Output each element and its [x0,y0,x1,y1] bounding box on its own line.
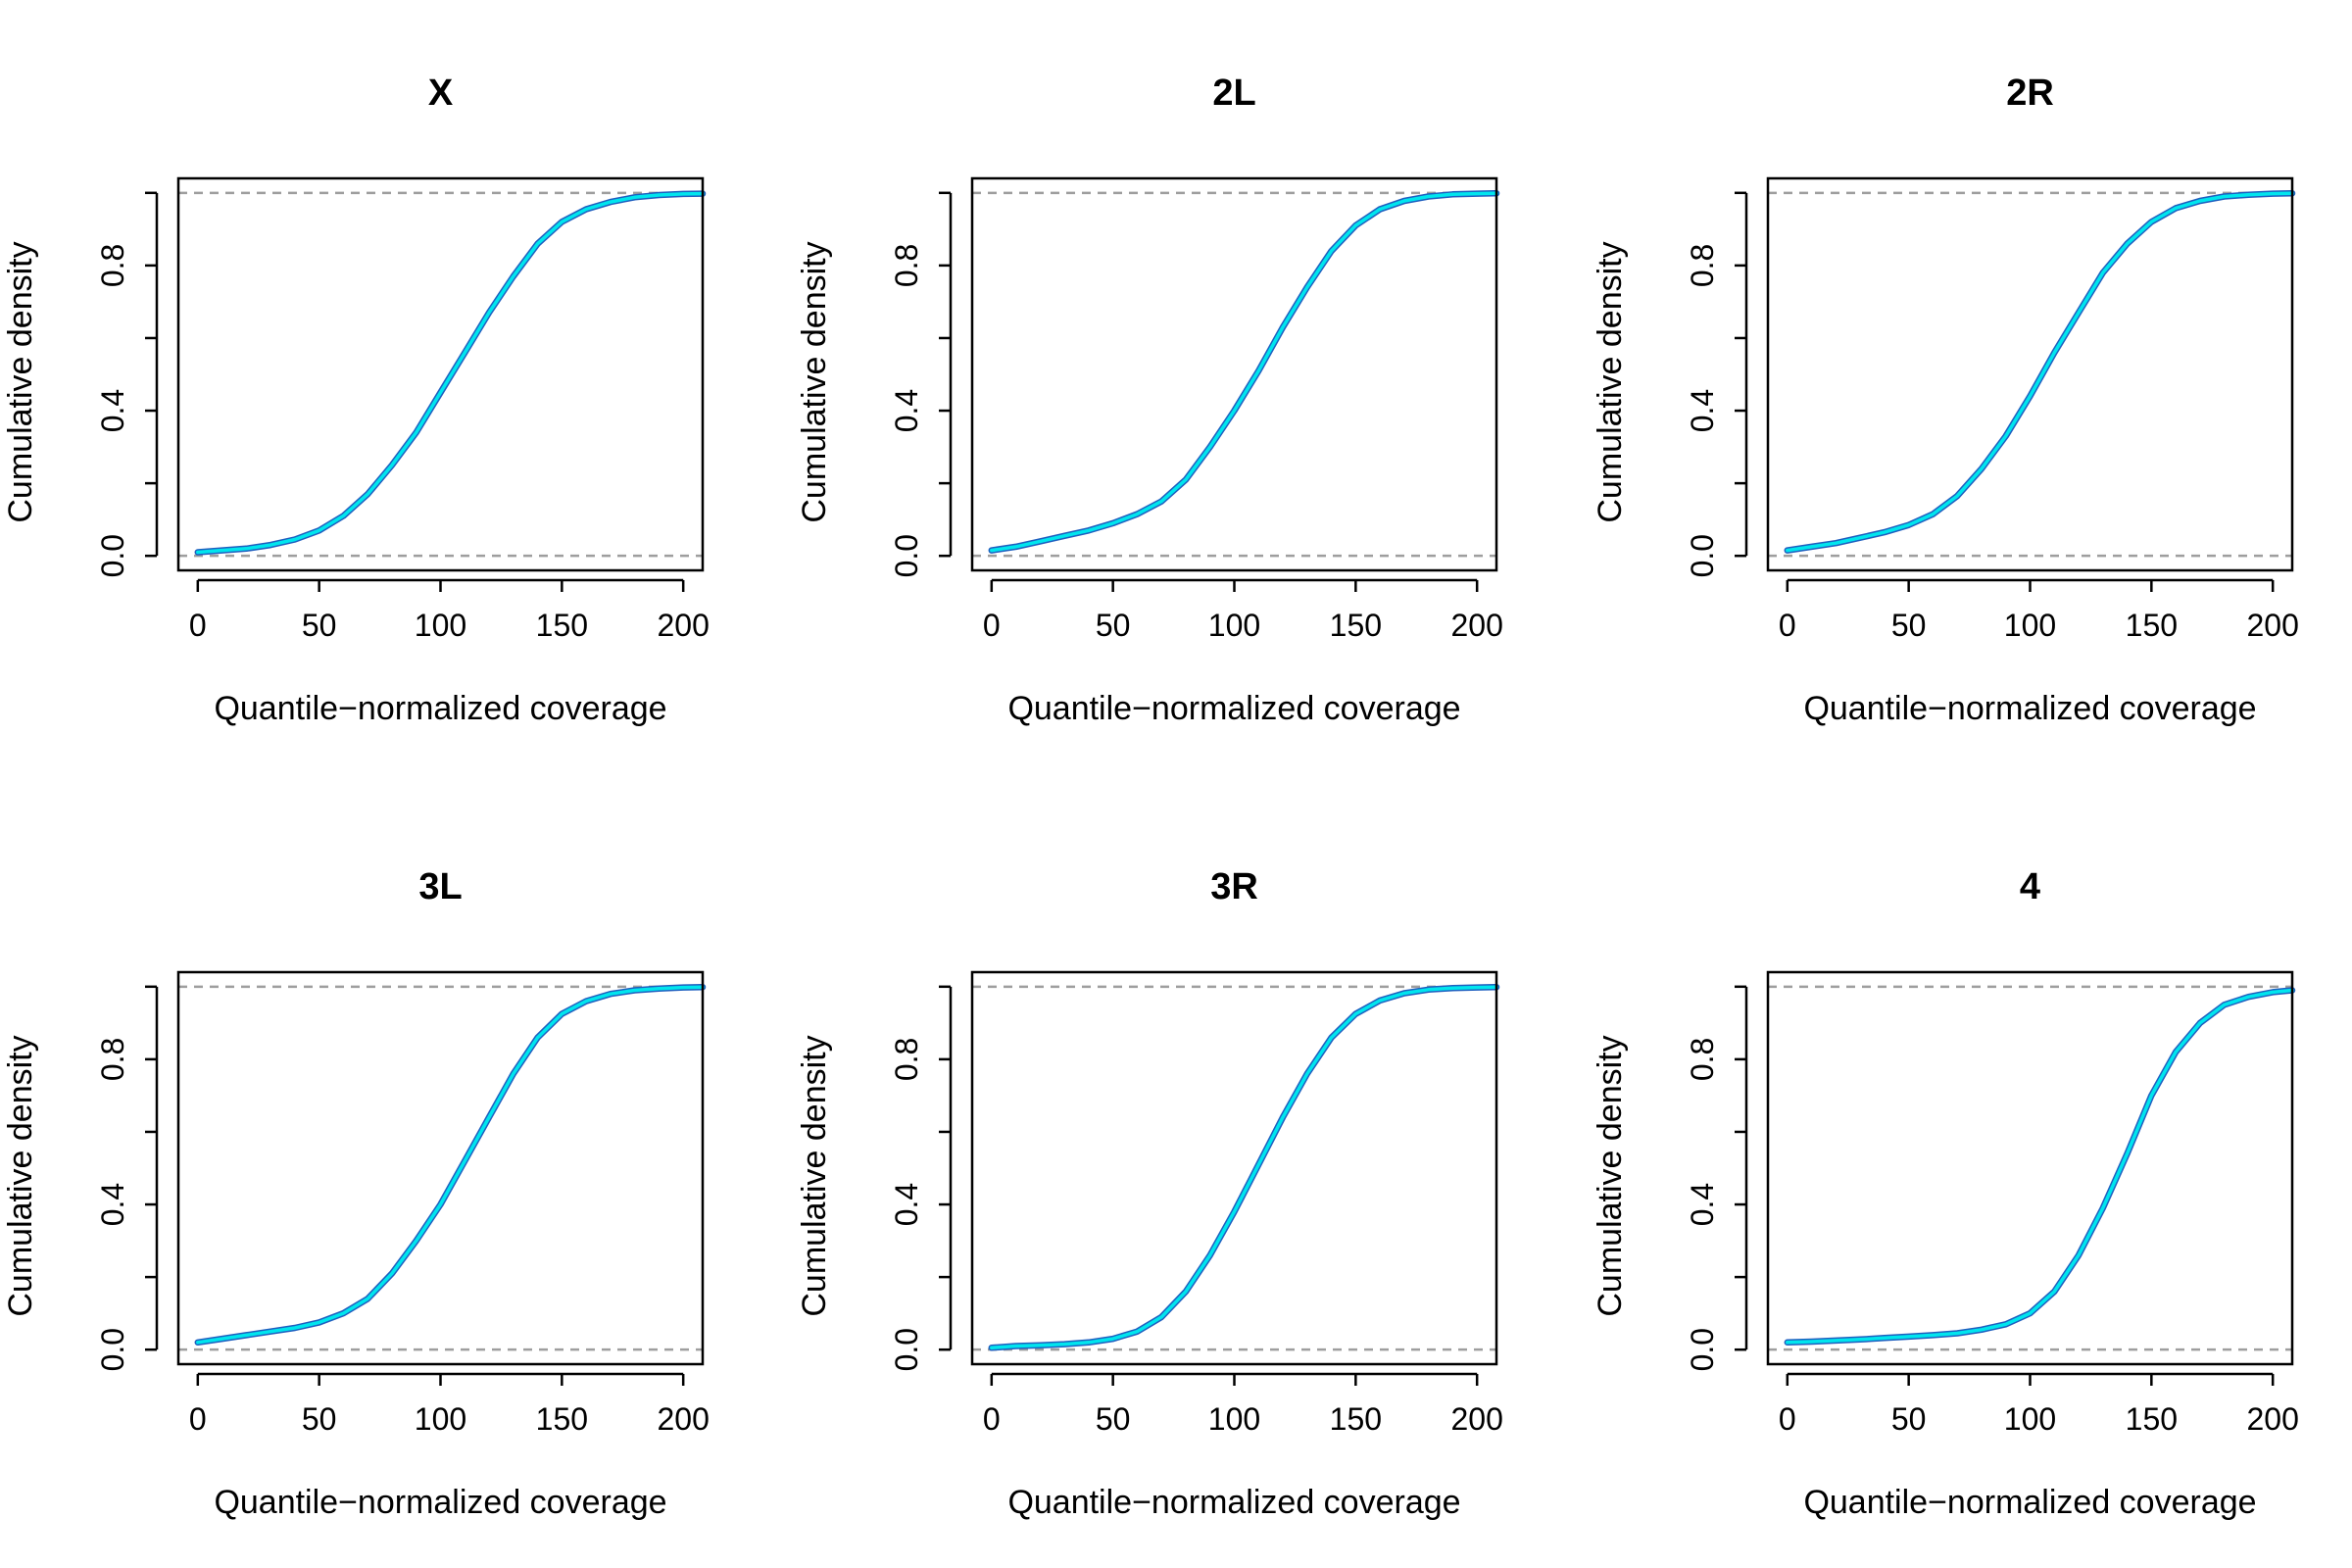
y-tick-label: 0.8 [889,1038,924,1081]
panel-title: 3L [418,866,462,907]
y-tick-label: 0.4 [95,389,130,432]
series-underlay [194,190,707,556]
x-tick-label: 200 [1450,1401,1502,1437]
x-tick-label: 150 [2126,1401,2178,1437]
panel-2l: 2L 0 50 100 150 200 0.0 0.4 0.8 Quantile−normaliz… [796,73,1503,727]
x-tick-label: 50 [302,608,337,643]
plot-frame [1766,970,2294,1366]
x-tick-label: 50 [1891,608,1927,643]
x-tick-label: 150 [536,608,588,643]
x-axis-label: Quantile−normalized coverage [1007,690,1460,727]
x-tick-label: 0 [189,1401,207,1437]
x-tick-label: 200 [657,608,709,643]
panel-title: X [428,73,454,114]
x-axis-label: Quantile−normalized coverage [214,1484,666,1521]
y-tick-label: 0.4 [889,389,924,432]
plot-frame [176,970,705,1366]
y-tick-label: 0.0 [95,534,130,577]
panel-4: 4 0 50 100 150 200 0.0 0.4 0.8 Quantile−normalize… [1592,866,2299,1521]
y-axis-label: Cumulative density [796,1035,833,1316]
series-line [990,985,1498,1350]
series-underlay [1784,987,2296,1347]
series-underlay [194,983,707,1347]
panel-title: 2L [1212,73,1255,114]
x-tick-label: 0 [1779,1401,1796,1437]
series-line [196,985,705,1345]
x-tick-label: 50 [1891,1401,1927,1437]
x-tick-label: 200 [657,1401,709,1437]
x-tick-label: 100 [1208,1401,1260,1437]
x-tick-label: 100 [1208,608,1260,643]
x-tick-label: 50 [302,1401,337,1437]
x-tick-label: 100 [415,608,466,643]
x-tick-label: 0 [1779,608,1796,643]
x-tick-label: 150 [1330,608,1382,643]
x-tick-label: 200 [2246,608,2298,643]
x-axis-label: Quantile−normalized coverage [1803,690,2256,727]
y-axis-label: Cumulative density [2,241,39,522]
panel-x: X 0 50 100 150 200 0.0 0.4 0.8 Quantile−normalize… [2,73,710,727]
x-tick-label: 50 [1096,608,1131,643]
x-tick-label: 200 [2246,1401,2298,1437]
y-axis-label: Cumulative density [1592,241,1629,522]
y-tick-label: 0.4 [1685,1183,1720,1226]
y-tick-label: 0.0 [889,534,924,577]
y-tick-label: 0.8 [95,1038,130,1081]
panel-2r: 2R 0 50 100 150 200 0.0 0.4 0.8 Quantile−normaliz… [1592,73,2299,727]
series-underlay [1784,189,2296,554]
y-axis-label: Cumulative density [796,241,833,522]
panel-title: 4 [2020,866,2040,907]
plot-frame [176,176,705,572]
y-tick-label: 0.4 [889,1183,924,1226]
y-tick-label: 0.0 [1685,1328,1720,1371]
plot-frame [970,176,1498,572]
y-tick-label: 0.0 [1685,534,1720,577]
x-tick-label: 50 [1096,1401,1131,1437]
y-tick-label: 0.8 [889,244,924,287]
x-tick-label: 100 [2004,1401,2056,1437]
plot-frame [1766,176,2294,572]
y-tick-label: 0.0 [95,1328,130,1371]
y-axis-label: Cumulative density [2,1035,39,1316]
x-axis-label: Quantile−normalized coverage [1803,1484,2256,1521]
series-line [196,191,705,555]
x-tick-label: 100 [415,1401,466,1437]
series-line [990,191,1498,553]
series-line [1786,191,2294,553]
y-tick-label: 0.8 [95,244,130,287]
x-tick-label: 150 [1330,1401,1382,1437]
y-tick-label: 0.4 [1685,389,1720,432]
series-line [1786,988,2294,1345]
y-tick-label: 0.8 [1685,244,1720,287]
y-axis-label: Cumulative density [1592,1035,1629,1316]
y-tick-label: 0.0 [889,1328,924,1371]
series-underlay [988,983,1500,1351]
panel-title: 3R [1210,866,1258,907]
x-tick-label: 0 [983,608,1001,643]
x-tick-label: 200 [1450,608,1502,643]
x-tick-label: 150 [2126,608,2178,643]
series-underlay [988,189,1500,554]
x-tick-label: 100 [2004,608,2056,643]
y-tick-label: 0.4 [95,1183,130,1226]
x-tick-label: 150 [536,1401,588,1437]
x-axis-label: Quantile−normalized coverage [1007,1484,1460,1521]
y-tick-label: 0.8 [1685,1038,1720,1081]
panel-3r: 3R 0 50 100 150 200 0.0 0.4 0.8 Quantile−normaliz… [796,866,1503,1521]
x-tick-label: 0 [189,608,207,643]
x-axis-label: Quantile−normalized coverage [214,690,666,727]
x-tick-label: 0 [983,1401,1001,1437]
panel-3l: 3L 0 50 100 150 200 0.0 0.4 0.8 Quantile−normaliz… [2,866,710,1521]
plot-frame [970,970,1498,1366]
panel-title: 2R [2006,73,2054,114]
